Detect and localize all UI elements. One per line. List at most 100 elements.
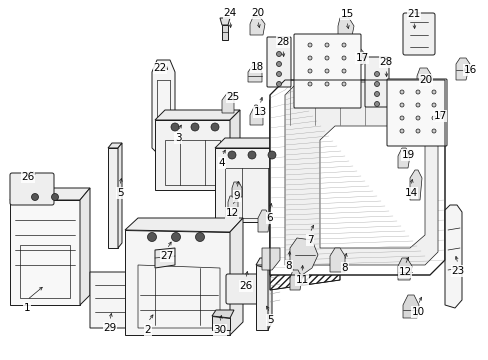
Polygon shape <box>222 92 234 113</box>
Text: 8: 8 <box>285 261 292 271</box>
Circle shape <box>147 233 156 242</box>
Text: 18: 18 <box>250 62 263 72</box>
Circle shape <box>171 123 179 131</box>
Text: 21: 21 <box>407 9 420 19</box>
Polygon shape <box>229 218 243 335</box>
Circle shape <box>415 129 419 133</box>
Circle shape <box>431 103 435 107</box>
FancyBboxPatch shape <box>402 13 434 55</box>
Text: 27: 27 <box>160 251 173 261</box>
Polygon shape <box>229 110 240 190</box>
Polygon shape <box>337 18 353 36</box>
Text: 2: 2 <box>144 325 151 335</box>
Polygon shape <box>289 270 302 290</box>
Circle shape <box>276 51 281 57</box>
Polygon shape <box>212 316 229 330</box>
Circle shape <box>307 82 311 86</box>
Circle shape <box>276 62 281 67</box>
Text: 9: 9 <box>233 191 240 201</box>
Circle shape <box>399 90 403 94</box>
Polygon shape <box>125 218 243 232</box>
Text: 8: 8 <box>341 263 347 273</box>
Text: 25: 25 <box>226 92 239 102</box>
Text: 5: 5 <box>266 315 273 325</box>
Polygon shape <box>444 205 461 308</box>
Circle shape <box>276 81 281 86</box>
Polygon shape <box>220 18 229 25</box>
Circle shape <box>374 72 379 77</box>
FancyBboxPatch shape <box>225 274 267 304</box>
Polygon shape <box>409 170 421 200</box>
Polygon shape <box>289 238 317 275</box>
Polygon shape <box>455 58 469 80</box>
Circle shape <box>341 56 346 60</box>
Polygon shape <box>294 138 305 222</box>
Circle shape <box>341 69 346 73</box>
Polygon shape <box>227 196 238 214</box>
Circle shape <box>51 194 59 201</box>
Text: 13: 13 <box>253 107 266 117</box>
Circle shape <box>341 43 346 47</box>
Circle shape <box>307 56 311 60</box>
Circle shape <box>267 151 275 159</box>
Text: 30: 30 <box>213 325 226 335</box>
FancyBboxPatch shape <box>293 34 360 108</box>
Polygon shape <box>258 210 269 232</box>
Text: 12: 12 <box>225 208 238 218</box>
Text: 26: 26 <box>21 172 35 182</box>
Text: 17: 17 <box>432 111 446 121</box>
Polygon shape <box>231 182 242 197</box>
Circle shape <box>325 43 328 47</box>
Polygon shape <box>80 188 90 305</box>
Polygon shape <box>155 248 175 268</box>
Circle shape <box>247 151 256 159</box>
Polygon shape <box>402 295 418 318</box>
Text: 20: 20 <box>251 8 264 18</box>
Polygon shape <box>155 110 240 120</box>
Circle shape <box>307 69 311 73</box>
Circle shape <box>415 103 419 107</box>
Circle shape <box>227 151 236 159</box>
Circle shape <box>431 90 435 94</box>
Circle shape <box>374 91 379 96</box>
Polygon shape <box>108 148 118 248</box>
Polygon shape <box>431 106 444 124</box>
Text: 3: 3 <box>174 133 181 143</box>
Polygon shape <box>222 25 227 40</box>
Text: 11: 11 <box>295 275 308 285</box>
Polygon shape <box>256 258 271 265</box>
Text: 17: 17 <box>355 53 368 63</box>
Text: 23: 23 <box>450 266 464 276</box>
Text: 24: 24 <box>223 8 236 18</box>
Text: 29: 29 <box>103 323 116 333</box>
Text: 6: 6 <box>266 213 273 223</box>
Polygon shape <box>256 265 267 330</box>
Circle shape <box>399 116 403 120</box>
Polygon shape <box>285 82 437 265</box>
Circle shape <box>431 129 435 133</box>
Polygon shape <box>351 48 364 64</box>
Text: 4: 4 <box>218 158 225 168</box>
Polygon shape <box>416 68 431 88</box>
Circle shape <box>325 69 328 73</box>
Text: 7: 7 <box>306 235 313 245</box>
Circle shape <box>341 82 346 86</box>
Polygon shape <box>215 148 294 222</box>
Polygon shape <box>90 272 140 328</box>
Circle shape <box>399 129 403 133</box>
Polygon shape <box>267 258 271 330</box>
Circle shape <box>171 233 180 242</box>
Polygon shape <box>262 248 280 270</box>
Polygon shape <box>249 105 263 125</box>
Polygon shape <box>118 143 122 248</box>
Text: 16: 16 <box>463 65 476 75</box>
Circle shape <box>374 81 379 86</box>
Text: 5: 5 <box>117 188 123 198</box>
Polygon shape <box>10 200 80 305</box>
Circle shape <box>374 102 379 107</box>
Circle shape <box>210 123 219 131</box>
Circle shape <box>325 82 328 86</box>
Text: 26: 26 <box>239 281 252 291</box>
Text: 15: 15 <box>340 9 353 19</box>
Text: 28: 28 <box>379 57 392 67</box>
